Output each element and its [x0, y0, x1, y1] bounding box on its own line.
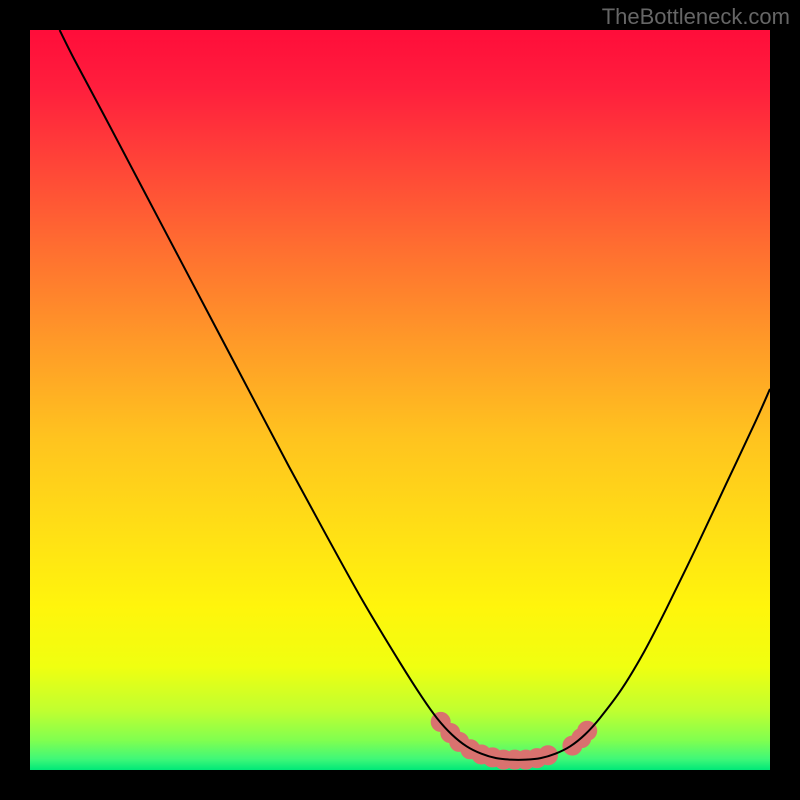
watermark-text: TheBottleneck.com: [602, 4, 790, 30]
bottleneck-chart: [0, 0, 800, 800]
chart-border-right: [770, 0, 800, 800]
chart-border-bottom: [0, 770, 800, 800]
chart-container: TheBottleneck.com: [0, 0, 800, 800]
chart-border-left: [0, 0, 30, 800]
chart-background: [30, 30, 770, 770]
